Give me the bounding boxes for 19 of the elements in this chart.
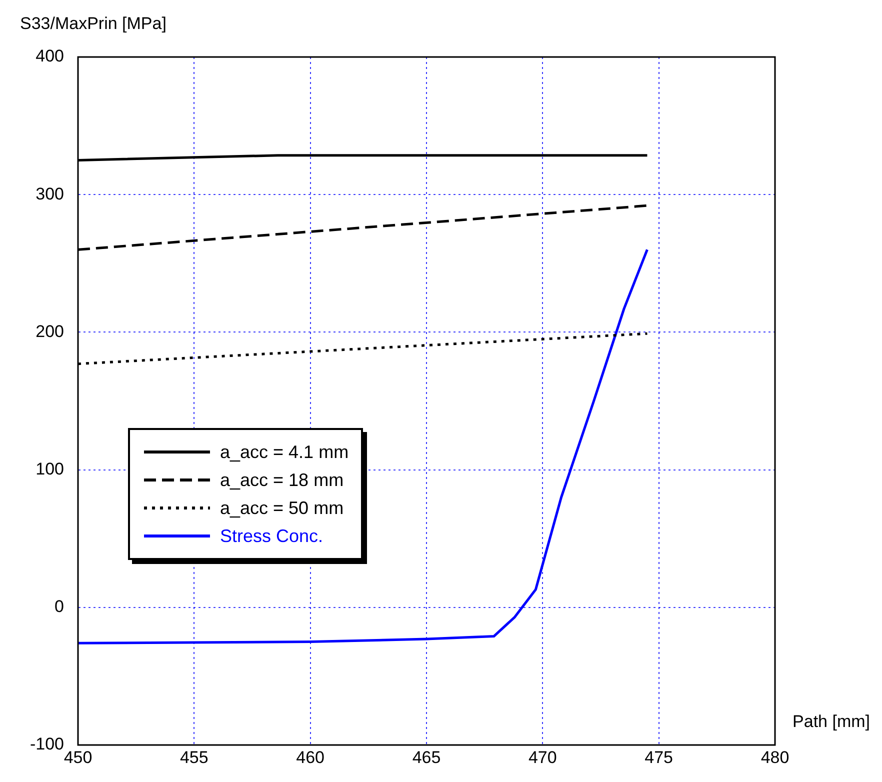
x-tick-label: 465 — [412, 748, 441, 767]
y-tick-label: 200 — [36, 322, 64, 341]
legend-label: a_acc = 18 mm — [220, 470, 344, 490]
y-tick-label: 300 — [36, 184, 64, 204]
y-tick-label: 100 — [36, 459, 64, 478]
y-tick-label: -100 — [30, 734, 64, 754]
legend-label: a_acc = 50 mm — [220, 498, 344, 518]
x-tick-label: 475 — [644, 748, 674, 767]
x-tick-label: 460 — [296, 748, 325, 767]
x-tick-label: 455 — [180, 748, 208, 767]
x-tick-label: 470 — [528, 748, 557, 767]
x-axis-title: Path [mm] — [792, 712, 870, 732]
y-tick-label: 400 — [36, 46, 64, 66]
x-tick-label: 450 — [64, 748, 92, 767]
legend-label: Stress Conc. — [220, 526, 324, 546]
y-tick-label: 0 — [54, 597, 64, 616]
y-axis-title: S33/MaxPrin [MPa] — [20, 14, 166, 34]
legend-label: a_acc = 4.1 mm — [220, 442, 349, 462]
x-tick-label: 480 — [760, 748, 790, 767]
